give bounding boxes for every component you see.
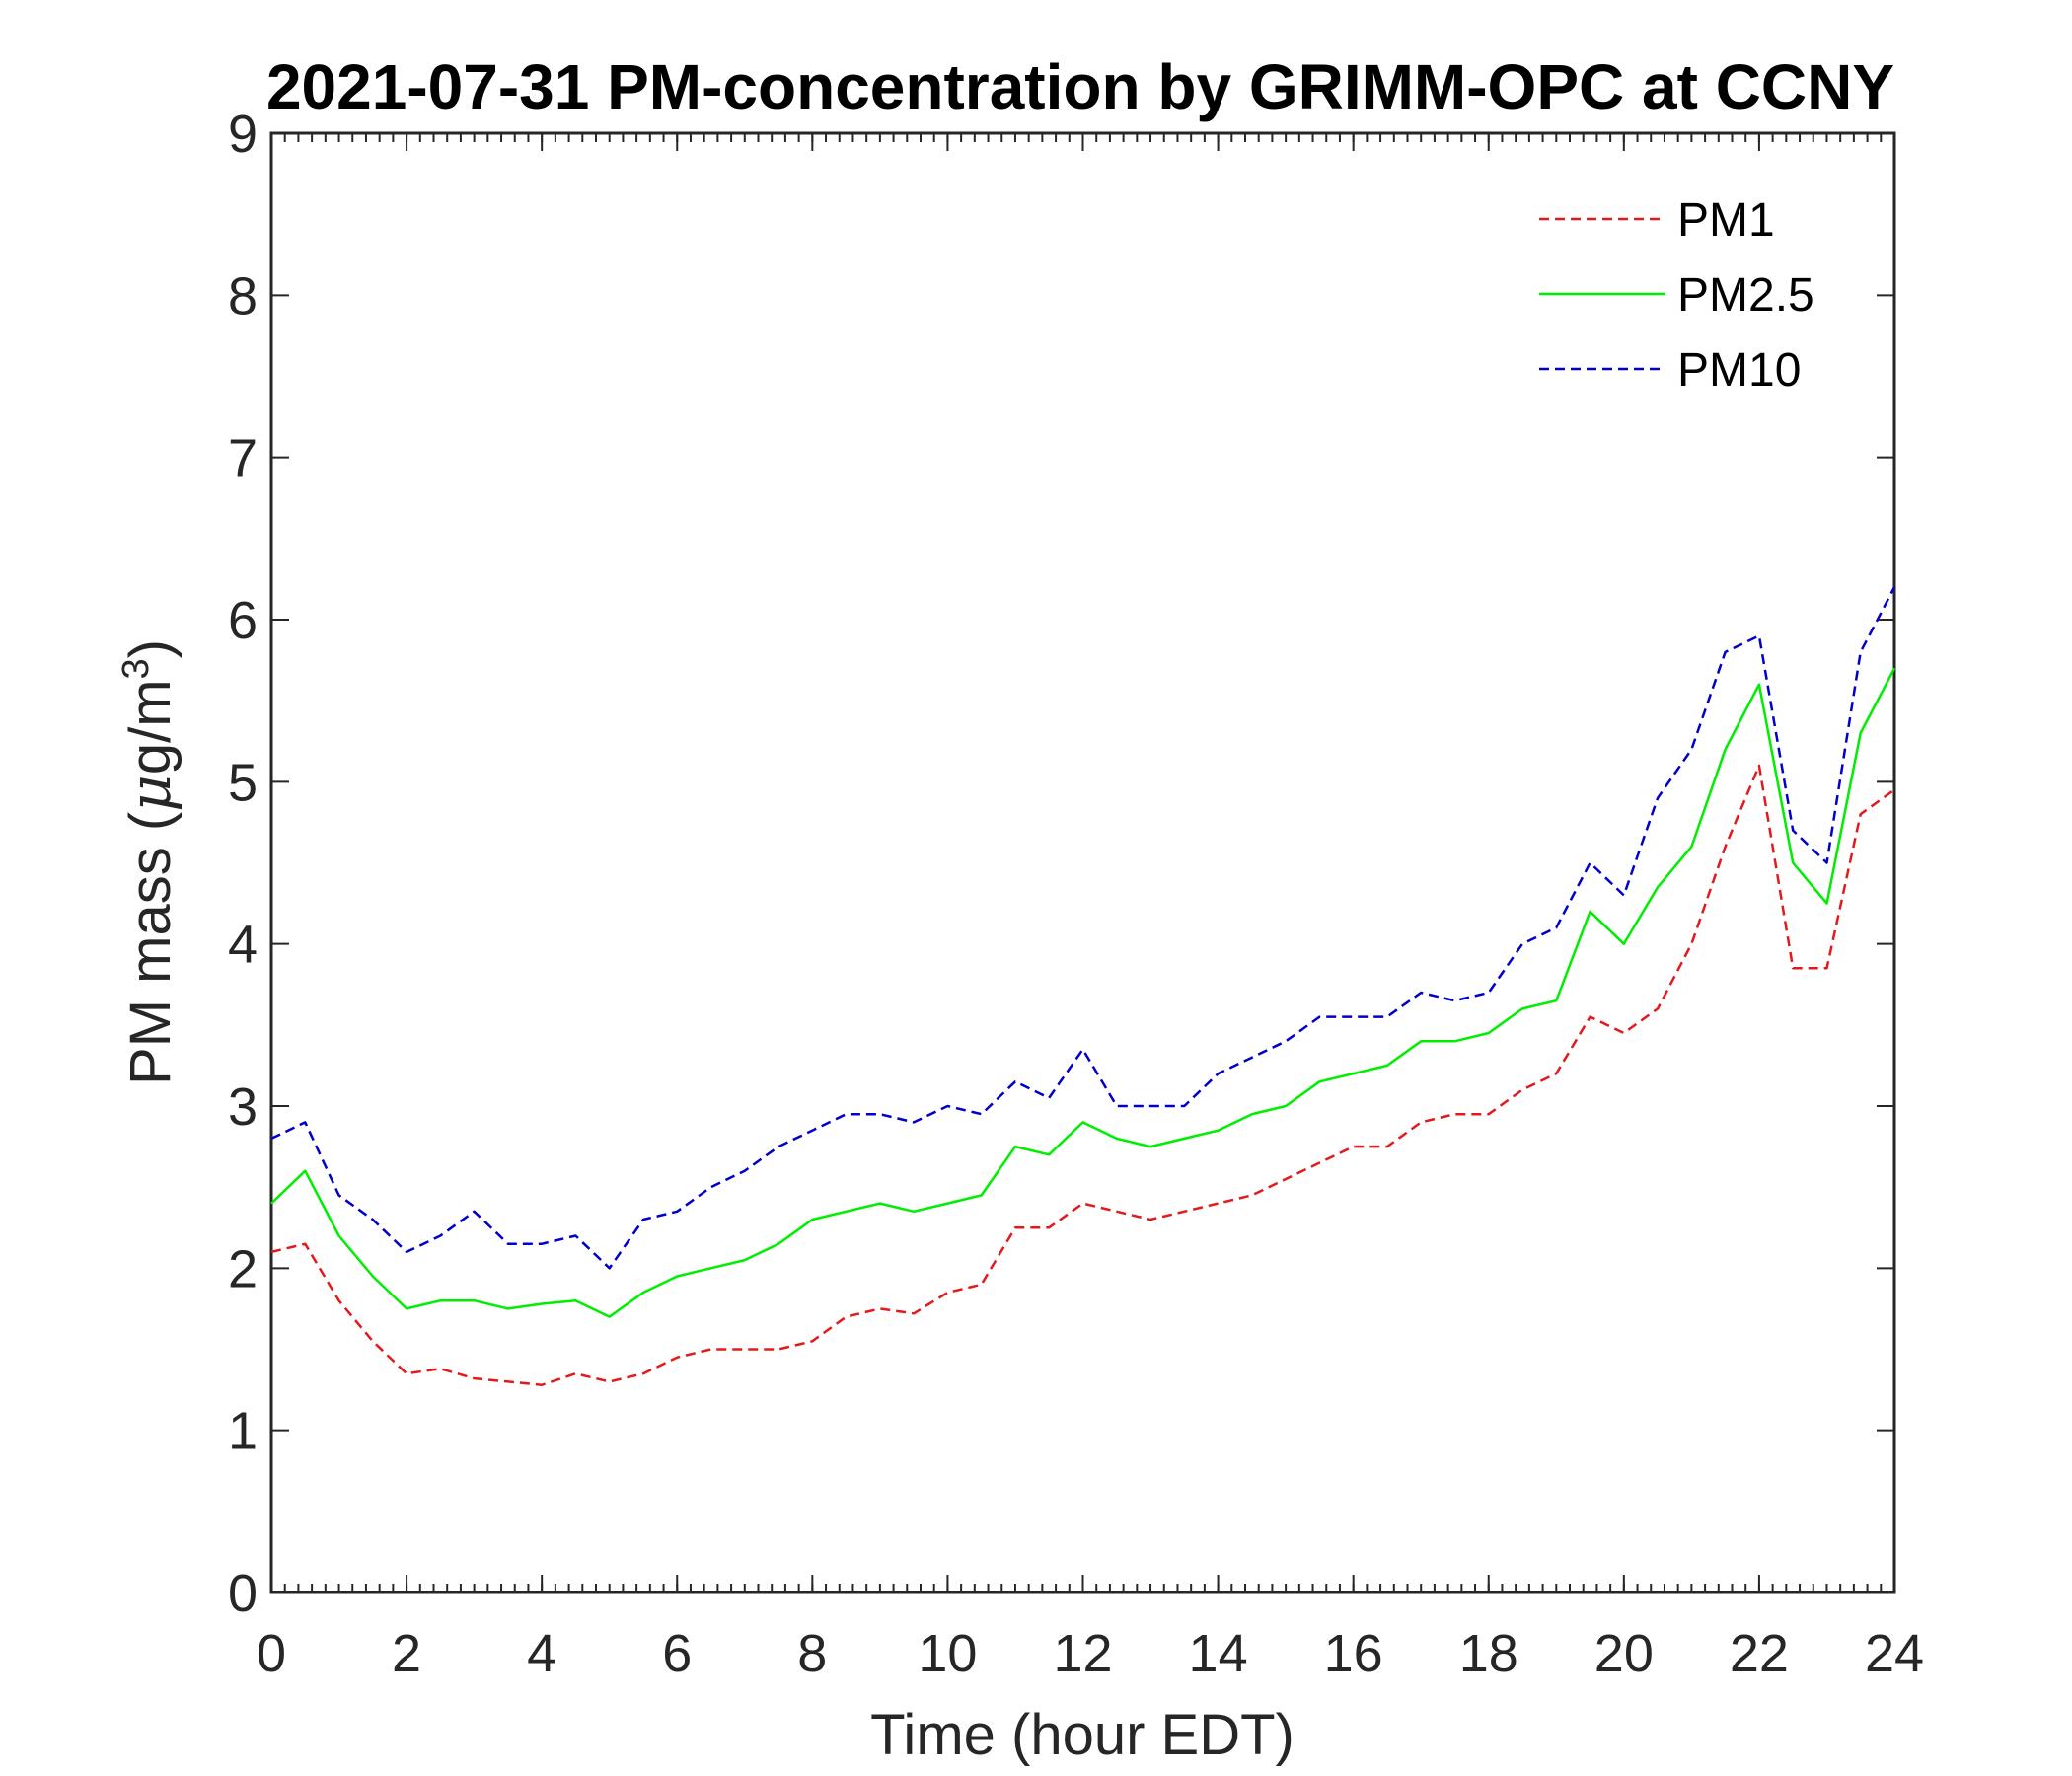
- x-tick-label: 10: [918, 1624, 977, 1683]
- x-axis-title: Time (hour EDT): [870, 1703, 1295, 1767]
- legend-label: PM1: [1677, 194, 1775, 247]
- series-line-pm1: [270, 764, 1895, 1386]
- y-tick-label: 5: [228, 753, 258, 812]
- x-tick-label: 6: [662, 1624, 692, 1683]
- series-line-pm25: [270, 667, 1896, 1318]
- x-tick-label: 16: [1324, 1624, 1383, 1683]
- y-tick-label: 4: [228, 916, 258, 975]
- y-axis-title: PM mass (μg/m3): [115, 639, 184, 1085]
- y-axis-major-ticks: [271, 132, 1894, 1593]
- y-tick-label: 0: [228, 1564, 258, 1623]
- y-tick-label: 3: [228, 1077, 258, 1137]
- legend-label: PM2.5: [1677, 269, 1814, 322]
- y-tick-label: 2: [228, 1239, 258, 1298]
- y-tick-label: 7: [228, 429, 258, 488]
- y-axis-title-unit: g/m: [118, 679, 183, 775]
- y-axis-title-main: PM mass (: [118, 812, 183, 1085]
- x-tick-label: 4: [527, 1624, 556, 1683]
- y-tick-label: 9: [228, 105, 258, 164]
- y-axis-title-close: ): [118, 639, 183, 658]
- legend-label: PM10: [1677, 344, 1801, 397]
- chart-title: 2021-07-31 PM-concentration by GRIMM-OPC…: [266, 51, 1894, 122]
- x-tick-label: 18: [1459, 1624, 1518, 1683]
- plot-area-frame: [269, 131, 1896, 1594]
- legend: PM1 PM2.5 PM10: [1539, 194, 1814, 397]
- x-tick-label: 12: [1053, 1624, 1112, 1683]
- x-axis-tick-labels: 0 2 4 6 8 10 12 14 16 18 20 22 24: [257, 1624, 1924, 1683]
- x-axis-major-ticks: [270, 133, 1895, 1592]
- y-tick-label: 8: [228, 266, 258, 326]
- x-tick-label: 8: [797, 1624, 827, 1683]
- x-tick-label: 0: [257, 1624, 286, 1683]
- y-tick-label: 1: [228, 1402, 258, 1461]
- x-tick-label: 24: [1865, 1624, 1924, 1683]
- series-line-pm10: [270, 586, 1896, 1270]
- series-lines: [270, 586, 1896, 1386]
- y-axis-title-mu: μ: [116, 775, 184, 812]
- x-tick-label: 2: [392, 1624, 421, 1683]
- x-tick-label: 20: [1594, 1624, 1654, 1683]
- y-axis-title-superscript: 3: [115, 658, 157, 679]
- y-axis-tick-labels: 0 1 2 3 4 5 6 7 8 9: [228, 105, 258, 1623]
- x-tick-label: 22: [1730, 1624, 1789, 1683]
- x-tick-label: 14: [1189, 1624, 1248, 1683]
- y-tick-label: 6: [228, 591, 258, 650]
